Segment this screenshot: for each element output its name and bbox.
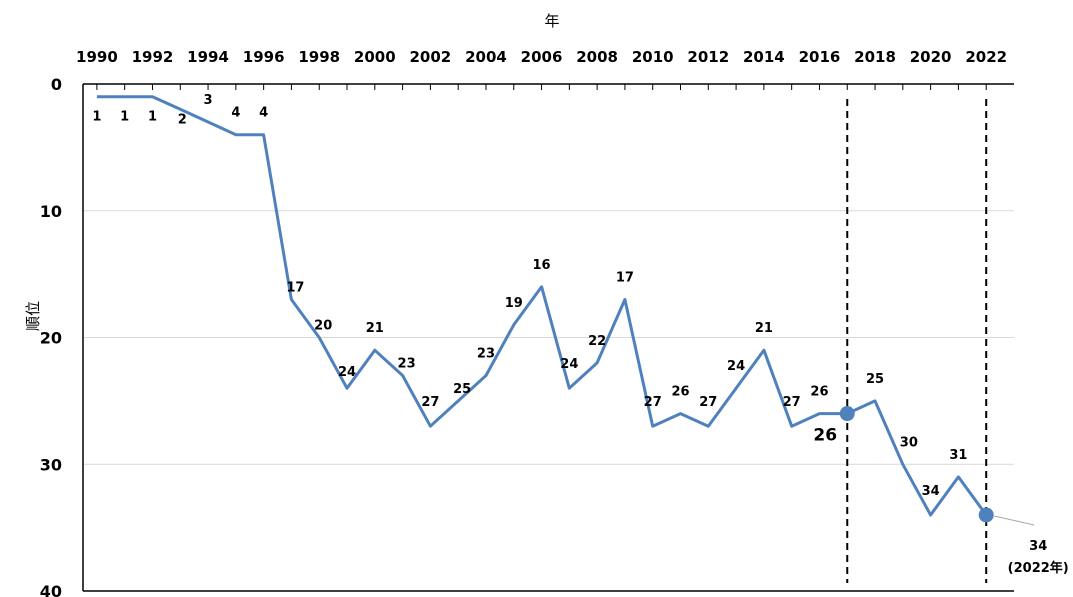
x-tick-label: 2020: [910, 48, 952, 66]
data-label: 1: [148, 110, 157, 125]
data-label: 26: [810, 385, 828, 400]
x-tick-label: 1998: [298, 48, 340, 66]
x-tick-label: 2004: [465, 48, 507, 66]
y-tick-label: 10: [40, 202, 62, 221]
data-label: 17: [616, 270, 634, 285]
data-label: 27: [783, 395, 801, 410]
data-label: 2: [178, 112, 187, 127]
x-tick-label: 1990: [76, 48, 118, 66]
data-label: 19: [505, 296, 523, 311]
data-label: 20: [314, 319, 332, 334]
data-label: 34: [922, 484, 940, 499]
y-tick-labels: 0 10 20 30 40: [40, 75, 62, 597]
data-label: 24: [338, 365, 356, 380]
x-tick-label: 1996: [243, 48, 285, 66]
data-label: 25: [866, 372, 884, 387]
data-label: 27: [699, 395, 717, 410]
x-tick-label: 2014: [743, 48, 785, 66]
data-label: 30: [900, 435, 918, 450]
x-tick-label: 2000: [354, 48, 396, 66]
y-tick-label: 40: [40, 582, 62, 597]
x-tick-label: 2008: [576, 48, 618, 66]
x-tick-label: 1992: [132, 48, 174, 66]
data-label: 17: [286, 280, 304, 295]
grid: [83, 210, 1014, 465]
x-tick-label: 2018: [854, 48, 896, 66]
x-tick-labels: 1990 1992 1994 1996 1998 2000 2002 2004 2006 2008…: [76, 48, 1007, 66]
vertical-dashed-lines: [846, 99, 988, 583]
y-tick-label: 30: [40, 455, 62, 474]
leader-line: [994, 515, 1035, 526]
data-label: 27: [421, 395, 439, 410]
x-tick-label: 1994: [187, 48, 229, 66]
data-label: 23: [477, 347, 495, 362]
x-tick-label: 2012: [687, 48, 729, 66]
y-axis-title: 順位: [24, 301, 42, 331]
data-label: 24: [727, 359, 745, 374]
data-label: 3: [204, 93, 213, 108]
data-label: 21: [755, 321, 773, 336]
highlight-label: 26: [813, 426, 837, 446]
data-label: 22: [588, 334, 606, 349]
data-label: 26: [671, 385, 689, 400]
highlight-marker: [839, 406, 855, 422]
data-label: 4: [259, 106, 268, 121]
data-labels: 1 1 1 234 4172024212327252319162422172726272…: [92, 93, 967, 499]
highlight-sublabel: (2022年): [1008, 560, 1069, 576]
x-tick-label: 2016: [799, 48, 841, 66]
series: [96, 95, 988, 517]
x-tick-label: 2002: [410, 48, 452, 66]
x-tick-label: 2010: [632, 48, 674, 66]
y-tick-label: 20: [40, 329, 62, 348]
plot-frame: [82, 83, 1014, 592]
x-tick-label: 2006: [521, 48, 563, 66]
y-tick-label: 0: [51, 75, 62, 94]
data-label: 16: [533, 258, 551, 273]
series-line: [96, 95, 988, 517]
data-label: 25: [453, 382, 471, 397]
highlight-label: 34: [1029, 539, 1047, 554]
data-label: 21: [366, 321, 384, 336]
data-label: 4: [231, 106, 240, 121]
x-axis-title: 年: [544, 12, 559, 30]
data-label: 31: [949, 448, 967, 463]
data-label: 1: [120, 110, 129, 125]
x-tick-label: 2022: [965, 48, 1007, 66]
highlight-markers: 26 34 (2022年): [813, 406, 1069, 576]
data-label: 1: [92, 110, 101, 125]
data-label: 27: [644, 395, 662, 410]
data-label: 24: [560, 357, 578, 372]
highlight-marker: [978, 507, 994, 523]
data-label: 23: [398, 357, 416, 372]
